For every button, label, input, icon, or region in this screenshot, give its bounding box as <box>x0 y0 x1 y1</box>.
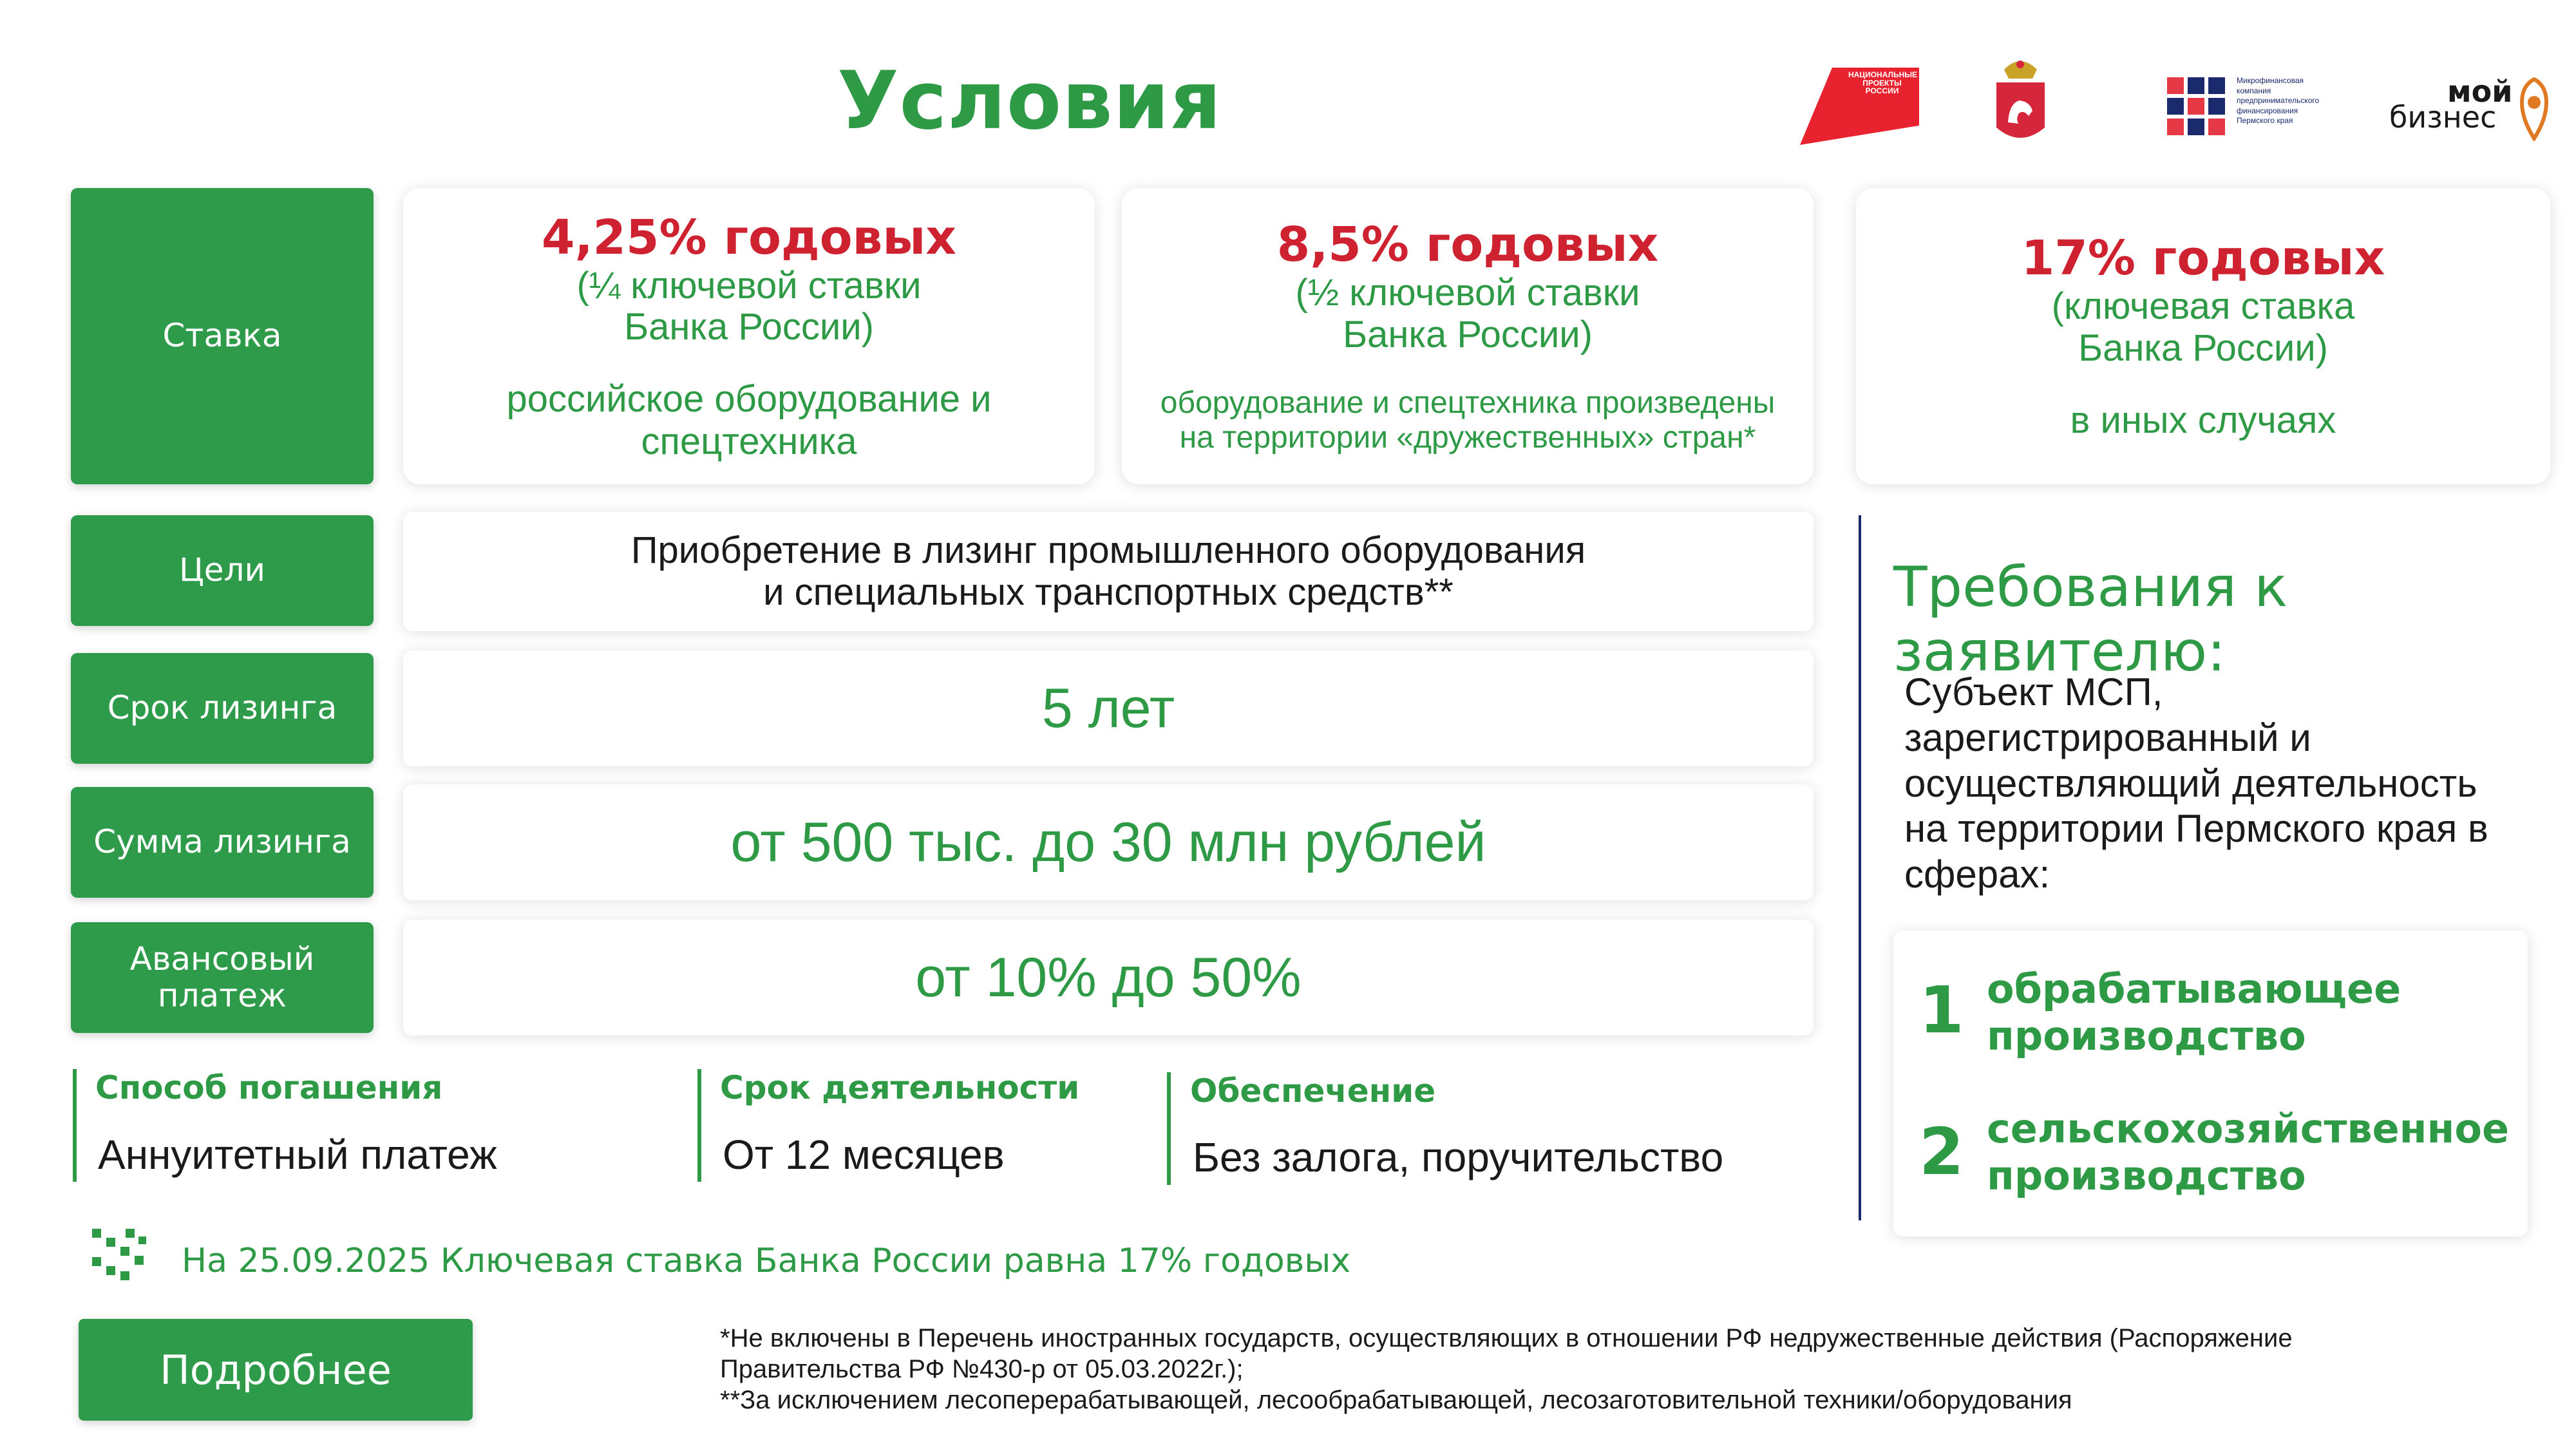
collateral-title: Обеспечение <box>1190 1072 1436 1110</box>
requirements-line: сферах: <box>1904 853 2050 896</box>
sphere-text: обрабатывающее производство <box>1987 965 2401 1059</box>
national-projects-icon <box>1800 68 1919 145</box>
microfinance-text-2: компания <box>2237 86 2271 95</box>
rate-description: оборудование и спецтехника произведены н… <box>1160 386 1776 455</box>
goals-line: Приобретение в лизинг промышленного обор… <box>630 529 1586 571</box>
label-term-text: Срок лизинга <box>107 689 337 727</box>
pattern-icon <box>92 1229 146 1280</box>
requirements-text: Субъект МСП, зарегистрированный и осущес… <box>1904 670 2555 898</box>
activity-term-value: От 12 месяцев <box>723 1132 1005 1178</box>
rate-card-3: 17% годовых (ключевая ставка Банка Росси… <box>1856 188 2550 484</box>
label-goals-text: Цели <box>178 551 266 589</box>
details-button[interactable]: Подробнее <box>79 1319 473 1421</box>
key-rate-note: На 25.09.2025 Ключевая ставка Банка Росс… <box>182 1242 1351 1280</box>
label-amount-text: Сумма лизинга <box>93 823 351 861</box>
rate-value: 4,25% годовых <box>541 209 957 265</box>
perm-coat-of-arms-icon <box>1996 61 2045 138</box>
amount-value: от 500 тыс. до 30 млн рублей <box>730 811 1486 873</box>
page-title: Условия <box>837 55 1222 147</box>
rate-desc-line: в иных случаях <box>2070 399 2336 442</box>
microfinance-text-4: финансирования <box>2237 106 2298 115</box>
rate-desc-line: спецтехника <box>641 420 857 462</box>
requirements-line: зарегистрированный и <box>1904 715 2311 759</box>
footnote-1-cont: Правительства РФ №430-р от 05.03.2022г.)… <box>720 1355 1244 1383</box>
label-advance: Авансовый платеж <box>71 922 374 1033</box>
national-projects-logo: НАЦИОНАЛЬНЫЕ ПРОЕКТЫ РОССИИ <box>1797 64 1926 148</box>
column-divider <box>1167 1072 1171 1185</box>
national-projects-logo-text: НАЦИОНАЛЬНЫЕ ПРОЕКТЫ РОССИИ <box>1848 70 1917 96</box>
goals-line: и специальных транспортных средств** <box>763 571 1454 613</box>
rate-sub: (ключевая ставка <box>2051 285 2355 328</box>
rate-description: российское оборудование и спецтехника <box>506 378 991 462</box>
microfinance-mark-icon <box>2167 77 2225 135</box>
sphere-number: 1 <box>1919 972 1964 1048</box>
moi-text: мой <box>2447 74 2513 109</box>
label-amount: Сумма лизинга <box>71 787 374 898</box>
advance-value: от 10% до 50% <box>915 946 1302 1009</box>
sphere-line: сельскохозяйственное <box>1987 1105 2509 1152</box>
microfinance-text-5: Пермского края <box>2237 116 2293 126</box>
repayment-title: Способ погашения <box>95 1069 443 1106</box>
label-rate: Ставка <box>71 188 374 484</box>
sphere-number: 2 <box>1919 1114 1964 1189</box>
sphere-line: обрабатывающее <box>1987 965 2401 1012</box>
rate-sub: Банка России) <box>1343 313 1593 355</box>
rate-sub: Банка России) <box>624 306 874 348</box>
requirements-line: Субъект МСП, <box>1904 670 2163 714</box>
sphere-text: сельскохозяйственное производство <box>1987 1105 2509 1199</box>
label-rate-text: Ставка <box>162 317 282 355</box>
rate-card-2: 8,5% годовых (½ ключевой ставки Банка Ро… <box>1122 188 1814 484</box>
requirements-line: осуществляющий деятельность <box>1904 761 2477 805</box>
microfinance-text-3: предпринимательского <box>2237 96 2320 106</box>
rate-value: 8,5% годовых <box>1276 216 1659 272</box>
collateral-value: Без залога, поручительство <box>1193 1134 1724 1180</box>
label-goals: Цели <box>71 515 374 626</box>
moi-biznes-pin-icon <box>2519 77 2549 141</box>
rate-sub: (¼ ключевой ставки <box>576 264 922 307</box>
spheres-card: 1 обрабатывающее производство 2 сельскох… <box>1893 931 2528 1236</box>
activity-term-title: Срок деятельности <box>720 1069 1080 1106</box>
perm-krai-emblem <box>1990 52 2051 148</box>
sphere-line: производство <box>1987 1151 2306 1199</box>
footnote-2: **За исключением лесоперерабатывающей, л… <box>720 1386 2072 1414</box>
rate-desc-line: российское оборудование и <box>506 378 992 421</box>
column-divider <box>697 1069 701 1182</box>
microfinance-logo: Микрофинансовая компания предприниматель… <box>2161 71 2367 142</box>
label-term: Срок лизинга <box>71 653 374 764</box>
repayment-value: Аннуитетный платеж <box>98 1132 497 1178</box>
requirements-divider <box>1859 515 1861 1220</box>
rate-value: 17% годовых <box>2021 231 2385 287</box>
advance-box: от 10% до 50% <box>403 920 1814 1036</box>
moi-biznes-logo: мой бизнес <box>2389 74 2563 145</box>
column-divider <box>73 1069 77 1182</box>
microfinance-text-1: Микрофинансовая <box>2237 76 2304 85</box>
rate-desc-line: на территории «дружественных» стран* <box>1179 420 1756 455</box>
amount-box: от 500 тыс. до 30 млн рублей <box>403 784 1814 900</box>
footnotes: *Не включены в Перечень иностранных госу… <box>720 1323 2543 1416</box>
term-box: 5 лет <box>403 650 1814 766</box>
footnote-1: *Не включены в Перечень иностранных госу… <box>720 1324 2293 1352</box>
label-advance-text: Авансовый платеж <box>129 940 315 1014</box>
rate-sub: (½ ключевой ставки <box>1295 271 1640 314</box>
biznes-text: бизнес <box>2389 100 2497 135</box>
rate-sub: Банка России) <box>2078 327 2328 370</box>
rate-desc-line: оборудование и спецтехника произведены <box>1160 385 1776 420</box>
requirements-line: на территории Пермского края в <box>1904 807 2488 851</box>
sphere-line: производство <box>1987 1012 2306 1059</box>
term-value: 5 лет <box>1041 677 1175 739</box>
requirements-title: Требования к заявителю: <box>1893 555 2288 684</box>
goals-box: Приобретение в лизинг промышленного обор… <box>403 512 1814 631</box>
details-button-label: Подробнее <box>160 1346 392 1394</box>
rate-description: в иных случаях <box>2070 399 2336 442</box>
rate-card-1: 4,25% годовых (¼ ключевой ставки Банка Р… <box>403 188 1095 484</box>
